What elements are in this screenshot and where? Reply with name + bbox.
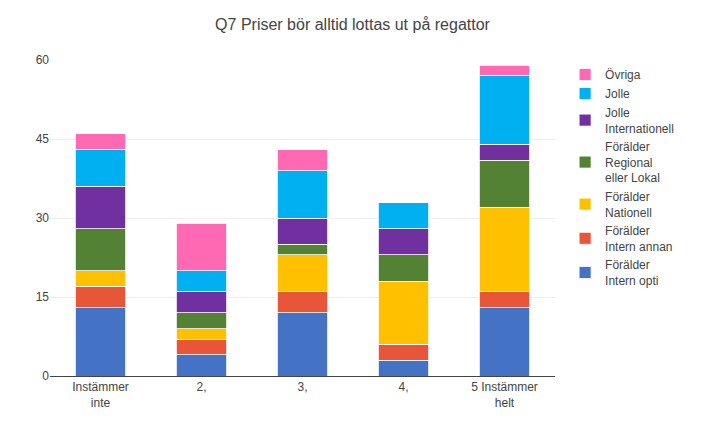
svg-text:FörälderIntern annan: FörälderIntern annan xyxy=(605,224,672,254)
svg-text:JolleInternationell: JolleInternationell xyxy=(605,106,674,136)
svg-text:FörälderRegionaleller Lokal: FörälderRegionaleller Lokal xyxy=(605,140,660,185)
svg-text:Övriga: Övriga xyxy=(605,68,641,82)
svg-text:Q7 Priser bör alltid lottas ut: Q7 Priser bör alltid lottas ut på regatt… xyxy=(215,16,490,33)
svg-text:60: 60 xyxy=(36,53,50,67)
svg-text:4,: 4, xyxy=(398,380,408,394)
svg-text:FörälderIntern opti: FörälderIntern opti xyxy=(605,258,658,288)
svg-text:0: 0 xyxy=(42,369,49,383)
svg-text:3,: 3, xyxy=(297,380,307,394)
svg-text:FörälderNationell: FörälderNationell xyxy=(605,190,652,220)
svg-text:15: 15 xyxy=(36,290,50,304)
svg-text:Instämmerinte: Instämmerinte xyxy=(72,380,129,410)
svg-text:2,: 2, xyxy=(196,380,206,394)
svg-text:30: 30 xyxy=(36,211,50,225)
svg-text:5 Instämmerhelt: 5 Instämmerhelt xyxy=(471,380,538,410)
svg-text:45: 45 xyxy=(36,132,50,146)
svg-text:Jolle: Jolle xyxy=(605,87,630,101)
